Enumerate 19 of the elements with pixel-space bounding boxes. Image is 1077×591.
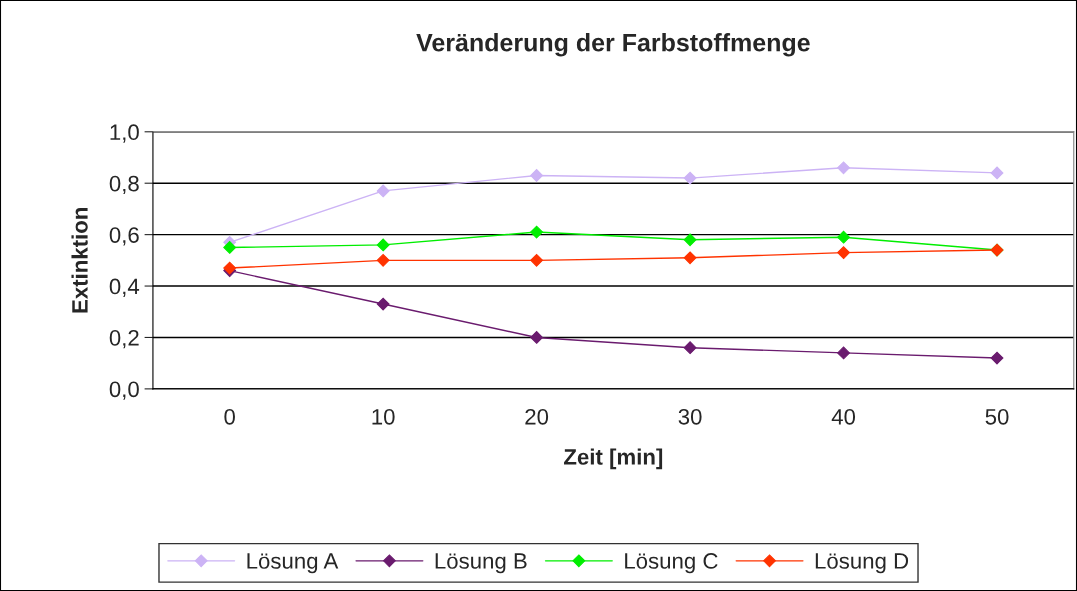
x-tick-label: 30: [678, 408, 702, 425]
chart-title: Veränderung der Farbstoffmenge: [416, 33, 810, 57]
x-tick-label: 20: [525, 408, 549, 425]
x-axis-title: Zeit [min]: [564, 448, 663, 470]
legend-label: Lösung C: [625, 553, 718, 574]
y-tick-label: 0,6: [109, 227, 139, 246]
legend-label: Lösung B: [435, 553, 527, 574]
y-tick-label: 0,8: [109, 175, 139, 195]
x-tick-label: 50: [985, 408, 1009, 425]
y-tick-label: 1,0: [110, 124, 139, 143]
legend-label: Lösung D: [815, 553, 909, 574]
x-tick-label: 40: [831, 408, 856, 425]
legend-label: Lösung A: [247, 553, 339, 574]
y-axis-title: Extinktion: [71, 208, 88, 313]
y-tick-label: 0,2: [109, 330, 139, 349]
x-tick-label: 10: [372, 408, 395, 425]
y-tick-label: 0,0: [109, 381, 139, 400]
y-tick-label: 0,4: [109, 278, 140, 297]
x-tick-label: 0: [224, 408, 235, 425]
